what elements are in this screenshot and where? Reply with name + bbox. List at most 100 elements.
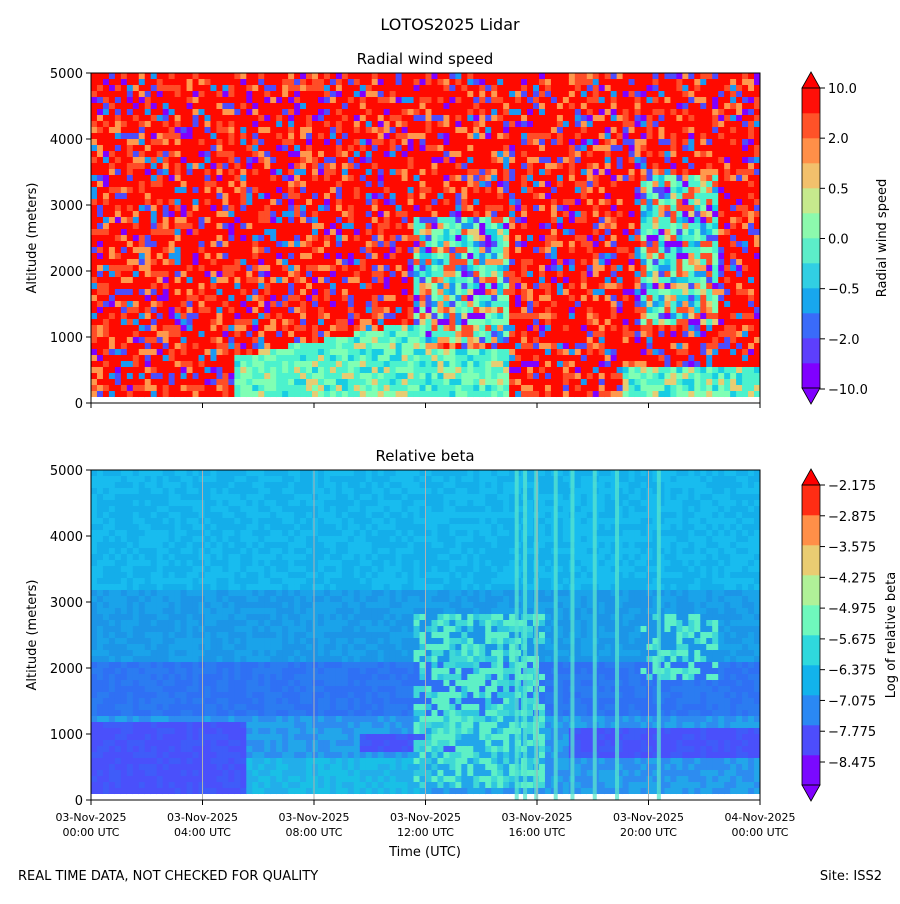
- wind-cell: [114, 157, 122, 164]
- wind-cell: [162, 301, 170, 308]
- wind-cell: [449, 307, 456, 314]
- wind-cell: [538, 385, 546, 392]
- wind-cell: [497, 163, 504, 170]
- wind-cell: [371, 307, 379, 314]
- wind-cell: [270, 79, 277, 86]
- wind-cell: [210, 79, 217, 86]
- wind-cell: [347, 139, 355, 146]
- wind-cell: [598, 385, 606, 392]
- wind-cell: [515, 175, 522, 182]
- wind-cell: [180, 91, 187, 98]
- wind-cell: [533, 343, 540, 350]
- wind-cell: [395, 361, 402, 368]
- wind-cell: [359, 277, 367, 284]
- wind-cell: [371, 247, 379, 254]
- wind-cell: [323, 127, 331, 134]
- wind-cell: [126, 97, 134, 104]
- wind-cell: [234, 343, 241, 350]
- wind-cell: [252, 241, 259, 248]
- wind-cell: [108, 331, 116, 338]
- wind-cell: [91, 97, 98, 104]
- wind-cell: [521, 85, 528, 92]
- wind-cell: [533, 79, 540, 86]
- wind-cell: [258, 73, 265, 80]
- wind-cell: [204, 379, 211, 386]
- wind-cell: [556, 127, 564, 134]
- wind-cell: [419, 145, 426, 152]
- wind-cell: [497, 397, 504, 403]
- wind-cell: [341, 355, 349, 362]
- wind-cell: [473, 355, 480, 362]
- wind-cell: [383, 337, 391, 344]
- wind-cell: [622, 79, 629, 86]
- wind-cell: [592, 277, 600, 284]
- wind-cell: [550, 175, 558, 182]
- wind-cell: [323, 151, 331, 158]
- wind-cell: [395, 151, 402, 158]
- wind-cell: [604, 361, 612, 368]
- wind-cell: [485, 253, 492, 260]
- wind-cell: [383, 391, 391, 398]
- wind-cell: [443, 169, 450, 176]
- wind-cell: [538, 91, 546, 98]
- wind-cell: [521, 367, 528, 374]
- wind-cell: [616, 211, 624, 218]
- wind-cell: [347, 169, 355, 176]
- wind-cell: [455, 259, 462, 266]
- wind-cell: [156, 127, 164, 134]
- wind-cell: [210, 373, 217, 380]
- wind-cell: [365, 337, 373, 344]
- wind-cell: [323, 205, 331, 212]
- wind-cell: [192, 187, 199, 194]
- wind-cell: [616, 229, 624, 236]
- wind-cell: [395, 115, 402, 122]
- wind-cell: [610, 307, 618, 314]
- wind-cell: [91, 343, 98, 350]
- wind-cell: [102, 193, 110, 200]
- wind-cell: [509, 217, 516, 224]
- wind-cell: [126, 355, 134, 362]
- wind-cell: [186, 115, 193, 122]
- wind-cell: [228, 175, 235, 182]
- wind-cell: [222, 325, 229, 332]
- wind-cell: [365, 103, 373, 110]
- wind-cell: [443, 115, 450, 122]
- wind-cell: [234, 157, 241, 164]
- wind-cell: [497, 187, 504, 194]
- wind-cell: [568, 271, 576, 278]
- wind-cell: [282, 367, 289, 374]
- wind-cell: [503, 229, 510, 236]
- wind-cell: [174, 301, 181, 308]
- wind-cell: [282, 265, 289, 272]
- wind-cell: [562, 367, 570, 374]
- wind-cell: [437, 337, 444, 344]
- wind-cell: [562, 301, 570, 308]
- wind-cell: [544, 301, 552, 308]
- wind-cell: [437, 241, 444, 248]
- wind-cell: [353, 271, 361, 278]
- wind-cell: [132, 193, 140, 200]
- wind-cell: [300, 163, 307, 170]
- wind-cell: [610, 175, 618, 182]
- wind-cell: [491, 229, 498, 236]
- wind-cell: [120, 307, 128, 314]
- wind-cell: [264, 241, 271, 248]
- wind-cell: [401, 199, 408, 206]
- wind-cell: [180, 127, 187, 134]
- wind-cell: [150, 97, 158, 104]
- wind-cell: [102, 85, 110, 92]
- wind-cell: [449, 247, 456, 254]
- wind-cell: [359, 301, 367, 308]
- wind-cell: [574, 397, 582, 403]
- wind-cell: [461, 115, 468, 122]
- wind-cell: [288, 175, 295, 182]
- wind-cell: [91, 145, 98, 152]
- wind-cell: [359, 241, 367, 248]
- wind-cell: [556, 109, 564, 116]
- wind-cell: [288, 103, 295, 110]
- wind-cell: [150, 319, 158, 326]
- wind-cell: [497, 211, 504, 218]
- wind-cell: [306, 283, 313, 290]
- wind-cell: [413, 373, 420, 380]
- wind-cell: [461, 325, 468, 332]
